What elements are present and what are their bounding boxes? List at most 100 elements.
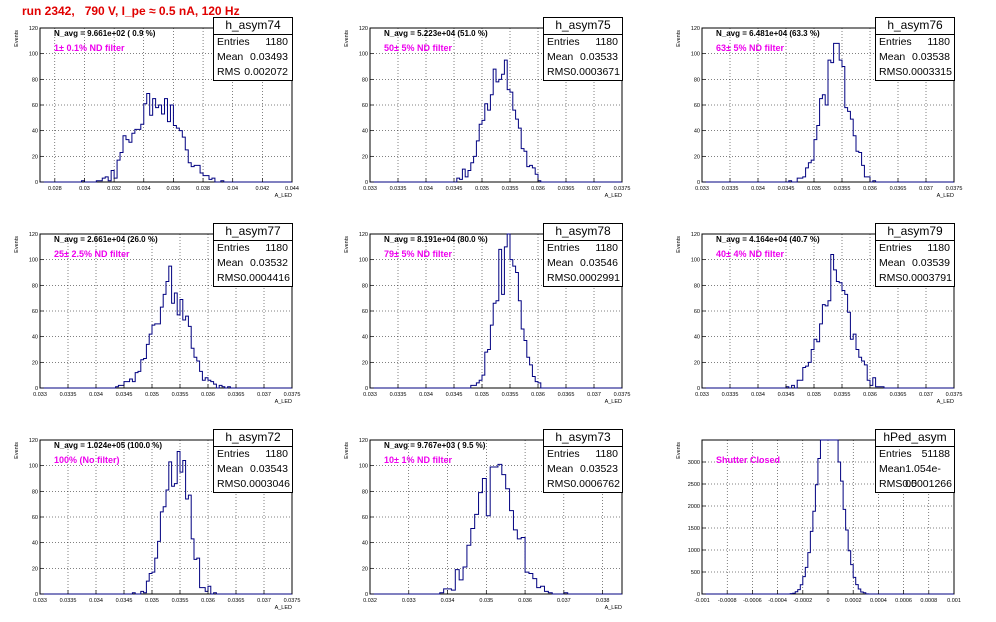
stats-value: 1180 bbox=[595, 448, 618, 460]
x-tick-label: 0.0345 bbox=[446, 392, 463, 398]
stats-row-entries: Entries 1180 bbox=[214, 447, 292, 462]
x-tick-label: 0.0355 bbox=[502, 186, 519, 192]
histogram-series bbox=[370, 59, 622, 183]
stats-value: 0.03546 bbox=[580, 257, 618, 269]
x-tick-label: 0.035 bbox=[479, 598, 493, 604]
stats-row-rms: RMS 0.002072 bbox=[214, 65, 292, 80]
x-tick-label: 0.0365 bbox=[890, 392, 907, 398]
filter-label: 100% (No filter) bbox=[54, 455, 120, 465]
x-tick-label: 0.033 bbox=[363, 186, 377, 192]
x-tick-label: 0.036 bbox=[863, 186, 877, 192]
stats-row-rms: RMS 0.0004416 bbox=[214, 271, 292, 286]
stats-value: 0.03538 bbox=[912, 51, 950, 63]
stats-label: Entries bbox=[217, 36, 250, 48]
stats-label: RMS bbox=[547, 272, 571, 284]
stats-row-rms: RMS 0.0003046 bbox=[214, 477, 292, 492]
stats-row-mean: Mean 0.03533 bbox=[544, 50, 622, 65]
stats-row-entries: Entries 1180 bbox=[876, 35, 954, 50]
stats-row-rms: RMS 0.0002991 bbox=[544, 271, 622, 286]
y-tick-label: 60 bbox=[362, 515, 368, 521]
stats-value: 0.002072 bbox=[244, 66, 288, 78]
y-axis-label: Events bbox=[676, 442, 682, 459]
y-tick-label: 80 bbox=[362, 283, 368, 289]
x-tick-label: 0.0355 bbox=[172, 392, 189, 398]
stats-value: 0.03533 bbox=[580, 51, 618, 63]
x-tick-label: 0.0365 bbox=[228, 392, 245, 398]
y-tick-label: 120 bbox=[359, 232, 368, 238]
stats-row-mean: Mean 0.03532 bbox=[214, 256, 292, 271]
stats-box: h_asym73 Entries 1180 Mean 0.03523 RMS 0.00067… bbox=[543, 429, 623, 493]
y-tick-label: 120 bbox=[691, 26, 700, 32]
histogram-name: h_asym79 bbox=[876, 224, 954, 241]
histogram-name: h_asym78 bbox=[544, 224, 622, 241]
stats-row-entries: Entries 1180 bbox=[876, 241, 954, 256]
x-tick-label: 0.036 bbox=[167, 186, 181, 192]
y-tick-label: 100 bbox=[359, 464, 368, 470]
y-axis-label: Events bbox=[344, 30, 350, 47]
y-tick-label: 3000 bbox=[688, 460, 700, 466]
y-tick-label: 20 bbox=[32, 154, 38, 160]
stats-label: Entries bbox=[879, 242, 912, 254]
x-tick-label: 0.0345 bbox=[116, 598, 133, 604]
y-axis-label: Events bbox=[14, 30, 20, 47]
x-tick-label: 0.0355 bbox=[834, 186, 851, 192]
filter-label: 10± 1% ND filter bbox=[384, 455, 452, 465]
histogram-series bbox=[40, 92, 292, 183]
stats-label: Mean bbox=[547, 463, 574, 475]
y-axis-label: Events bbox=[676, 236, 682, 253]
y-tick-label: 40 bbox=[362, 129, 368, 135]
stats-label: RMS bbox=[217, 272, 241, 284]
y-tick-label: 80 bbox=[362, 77, 368, 83]
stats-value: 51188 bbox=[921, 448, 950, 460]
x-tick-label: 0.0006 bbox=[895, 598, 912, 604]
x-tick-label: 0.0365 bbox=[558, 392, 575, 398]
y-tick-label: 80 bbox=[32, 77, 38, 83]
x-tick-label: 0.038 bbox=[596, 598, 610, 604]
y-tick-label: 1000 bbox=[688, 548, 700, 554]
y-tick-label: 100 bbox=[359, 52, 368, 58]
histogram-name: h_asym73 bbox=[544, 430, 622, 447]
x-tick-label: -0.0006 bbox=[743, 598, 762, 604]
histogram-name: h_asym75 bbox=[544, 18, 622, 35]
x-tick-label: 0.033 bbox=[363, 392, 377, 398]
stats-label: RMS bbox=[879, 272, 903, 284]
histogram-series bbox=[40, 451, 292, 595]
stats-label: Entries bbox=[217, 448, 250, 460]
x-tick-label: 0.04 bbox=[227, 186, 238, 192]
y-tick-label: 40 bbox=[32, 335, 38, 341]
n-avg-label: N_avg = 2.661e+04 (26.0 %) bbox=[54, 235, 158, 244]
y-tick-label: 100 bbox=[359, 258, 368, 264]
y-tick-label: 60 bbox=[694, 309, 700, 315]
x-tick-label: -0.0008 bbox=[718, 598, 737, 604]
x-axis-label: A_LED bbox=[275, 399, 292, 405]
y-tick-label: 0 bbox=[35, 592, 38, 598]
stats-value: 1180 bbox=[265, 242, 288, 254]
x-tick-label: 0.0375 bbox=[284, 598, 301, 604]
x-tick-label: 0.036 bbox=[531, 186, 545, 192]
stats-value: 0.0006762 bbox=[570, 478, 620, 490]
x-tick-label: 0.0002 bbox=[845, 598, 862, 604]
y-tick-label: 80 bbox=[32, 283, 38, 289]
filter-label: 1± 0.1% ND filter bbox=[54, 43, 125, 53]
stats-value: 0.0002991 bbox=[570, 272, 620, 284]
stats-row-rms: RMS 0.0006762 bbox=[544, 477, 622, 492]
stats-value: 0.03543 bbox=[250, 463, 288, 475]
stats-box: h_asym72 Entries 1180 Mean 0.03543 RMS 0.00030… bbox=[213, 429, 293, 493]
stats-row-rms: RMS 0.0001266 bbox=[876, 477, 954, 492]
x-tick-label: -0.0002 bbox=[793, 598, 812, 604]
y-tick-label: 40 bbox=[362, 541, 368, 547]
y-tick-label: 120 bbox=[359, 438, 368, 444]
x-tick-label: 0.035 bbox=[475, 186, 489, 192]
x-tick-label: 0.0004 bbox=[870, 598, 887, 604]
stats-value: 1180 bbox=[927, 36, 950, 48]
y-axis-label: Events bbox=[14, 236, 20, 253]
x-tick-label: 0.032 bbox=[363, 598, 377, 604]
x-tick-label: 0.0355 bbox=[834, 392, 851, 398]
stats-label: Mean bbox=[879, 257, 906, 269]
x-tick-label: 0.028 bbox=[48, 186, 62, 192]
stats-label: RMS bbox=[879, 66, 903, 78]
y-tick-label: 60 bbox=[32, 309, 38, 315]
